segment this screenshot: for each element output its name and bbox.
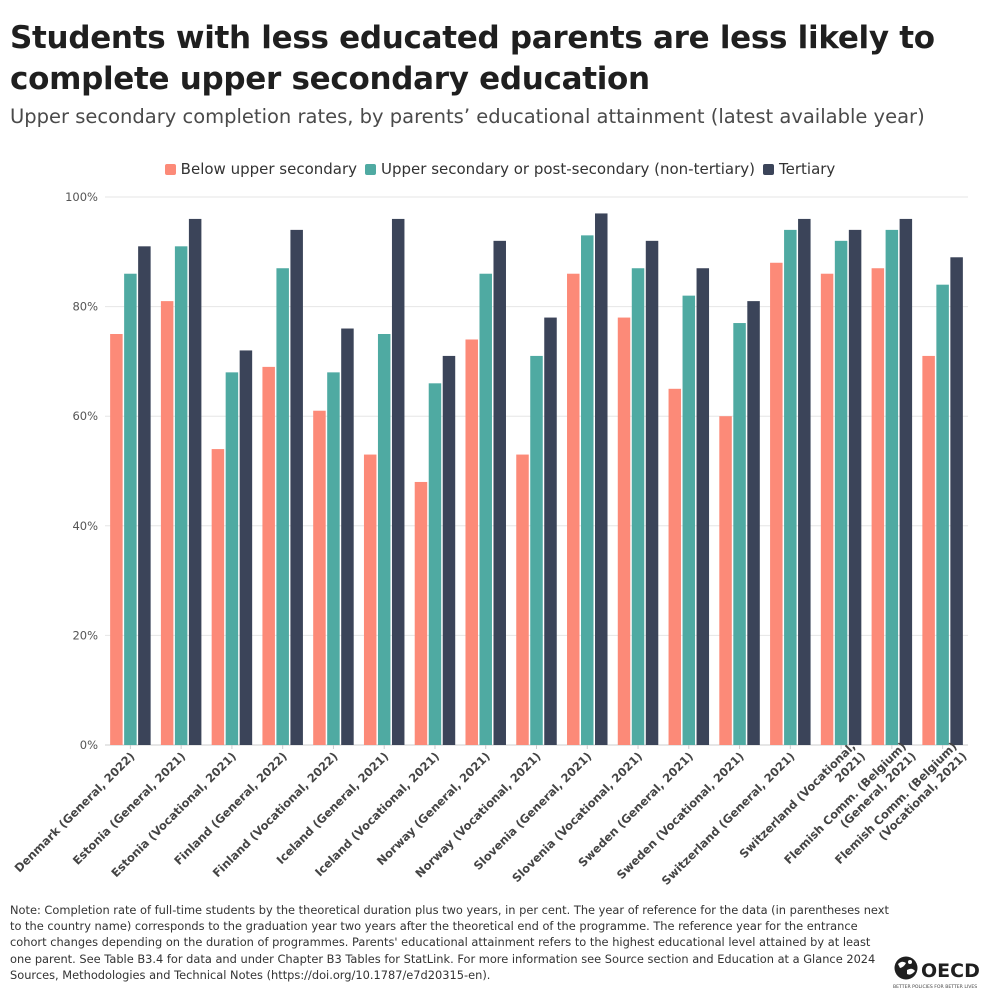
bar — [493, 240, 506, 745]
bar — [363, 454, 377, 745]
oecd-logo: OECD BETTER POLICIES FOR BETTER LIVES — [893, 956, 980, 990]
bar — [733, 323, 746, 745]
bar — [936, 284, 949, 745]
bar — [211, 449, 225, 745]
bar — [327, 372, 340, 745]
bar — [595, 213, 608, 745]
chart-note: Note: Completion rate of full-time stude… — [10, 903, 889, 982]
bar — [719, 416, 732, 745]
bar — [770, 262, 783, 745]
bar — [834, 240, 848, 745]
bar — [871, 268, 885, 745]
bar — [530, 355, 543, 745]
bar — [442, 355, 456, 745]
bar — [645, 240, 659, 745]
bar — [848, 229, 862, 745]
bar — [290, 229, 303, 745]
bar — [124, 273, 137, 745]
bar — [188, 218, 202, 746]
legend-item-tertiary[interactable]: Tertiary — [763, 160, 835, 178]
chart-title: Students with less educated parents are … — [10, 20, 935, 97]
bar — [262, 366, 275, 745]
bar — [922, 355, 935, 745]
chart-legend: Below upper secondary Upper secondary or… — [0, 160, 1000, 178]
bar — [428, 383, 442, 745]
bar — [414, 481, 428, 745]
y-tick-label: 80% — [72, 300, 98, 314]
legend-label-upper-secondary: Upper secondary or post-secondary (non-t… — [381, 160, 756, 178]
legend-swatch-upper-secondary — [365, 163, 377, 175]
legend-item-below-upper-secondary[interactable]: Below upper secondary — [164, 160, 358, 178]
y-tick-label: 60% — [72, 409, 98, 423]
oecd-globe-icon — [894, 956, 918, 980]
bar — [465, 339, 478, 745]
bar-chart: 0%20%40%60%80%100%Denmark (General, 2022… — [12, 190, 970, 888]
legend-item-upper-secondary[interactable]: Upper secondary or post-secondary (non-t… — [365, 160, 755, 178]
bar — [784, 229, 797, 745]
y-tick-label: 20% — [72, 628, 98, 642]
bar — [617, 317, 631, 745]
legend-label-below-upper-secondary: Below upper secondary — [180, 160, 358, 178]
y-tick-label: 0% — [80, 738, 98, 752]
y-tick-label: 100% — [65, 190, 98, 204]
bar — [239, 350, 253, 745]
bar — [479, 273, 492, 745]
bar — [696, 268, 710, 745]
bar — [798, 218, 811, 746]
y-tick-label: 40% — [72, 519, 98, 533]
bar — [110, 334, 123, 745]
legend-label-tertiary: Tertiary — [779, 160, 836, 178]
bar — [276, 268, 289, 745]
bar — [313, 410, 326, 745]
bar — [377, 334, 391, 745]
bar — [341, 328, 354, 745]
bar — [668, 388, 682, 745]
bar — [885, 229, 899, 745]
bar — [138, 246, 151, 745]
legend-swatch-below-upper-secondary — [164, 163, 176, 175]
bar — [516, 454, 529, 745]
bar — [544, 317, 557, 745]
bar — [682, 295, 696, 745]
bar — [899, 218, 913, 746]
bar — [631, 268, 645, 745]
bar — [950, 257, 963, 745]
bar — [567, 273, 580, 745]
oecd-logo-tagline: BETTER POLICIES FOR BETTER LIVES — [893, 984, 977, 990]
bar — [225, 372, 239, 745]
chart-subtitle: Upper secondary completion rates, by par… — [10, 105, 925, 128]
bar — [747, 301, 760, 745]
oecd-logo-text: OECD — [921, 960, 980, 982]
bar — [581, 235, 594, 746]
bar — [391, 218, 405, 746]
bar — [820, 273, 834, 745]
bar — [174, 246, 188, 745]
bar — [160, 301, 174, 745]
legend-swatch-tertiary — [763, 163, 775, 175]
